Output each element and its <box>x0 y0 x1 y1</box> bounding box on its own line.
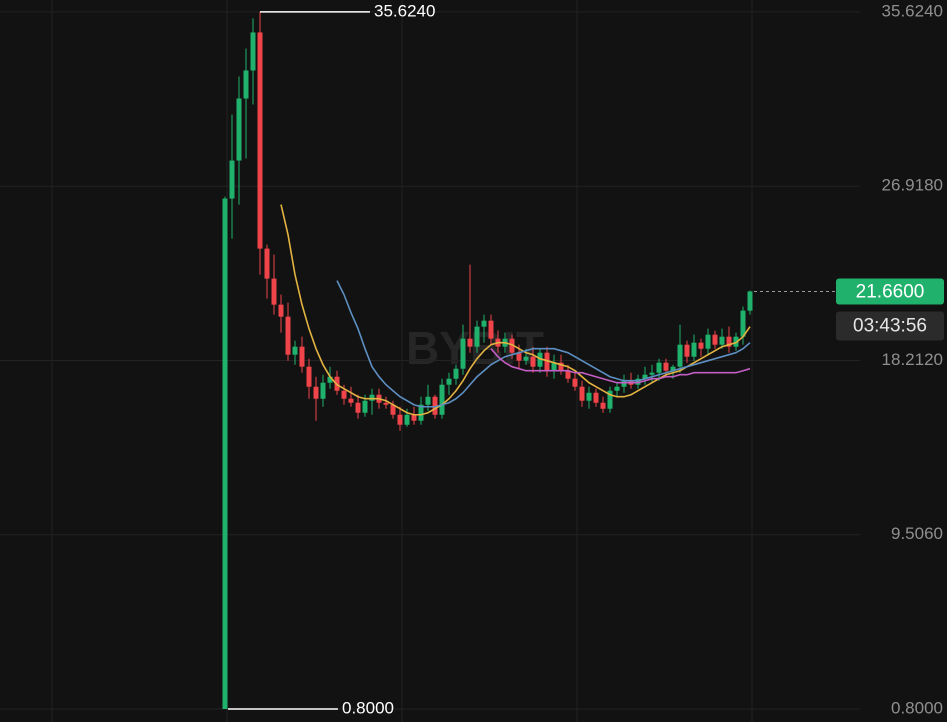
candle-body <box>348 398 354 403</box>
candle-body <box>684 344 690 357</box>
candle-body <box>425 396 431 405</box>
candle-body <box>243 70 249 99</box>
candle-body <box>607 390 613 409</box>
candles <box>222 11 753 709</box>
y-tick-label: 26.9180 <box>882 176 943 195</box>
candle-body <box>383 402 389 405</box>
min-marker-label: 0.8000 <box>342 698 394 717</box>
candle-body <box>537 352 543 367</box>
candle-body <box>663 362 669 371</box>
candle-body <box>313 386 319 399</box>
candle-body <box>355 402 361 413</box>
candle-body <box>726 336 732 347</box>
candle-body <box>250 32 256 71</box>
candle-body <box>474 326 480 347</box>
candle-body <box>530 356 536 367</box>
candle-body <box>488 320 494 339</box>
candle-body <box>649 372 655 375</box>
candle-body <box>327 376 333 383</box>
candle-body <box>404 414 410 425</box>
y-tick-label: 0.8000 <box>891 698 943 717</box>
candle-body <box>257 32 263 249</box>
candle-body <box>418 404 424 421</box>
candle-body <box>509 338 515 353</box>
candle-body <box>222 198 228 709</box>
candle-body <box>467 338 473 347</box>
candle-body <box>446 378 452 385</box>
y-tick-label: 35.6240 <box>882 1 943 20</box>
candle-body <box>621 380 627 387</box>
candle-body <box>691 342 697 357</box>
candle-body <box>481 320 487 327</box>
candle-body <box>439 384 445 415</box>
candle-body <box>299 346 305 367</box>
countdown-label: 03:43:56 <box>853 315 927 336</box>
candle-body <box>586 392 592 401</box>
candle-body <box>264 248 270 279</box>
candle-body <box>278 304 284 317</box>
countdown-box <box>836 311 944 341</box>
candle-body <box>523 356 529 361</box>
candle-body <box>229 160 235 199</box>
max-marker-label: 35.6240 <box>374 1 435 20</box>
candle-body <box>236 98 242 161</box>
candle-body <box>656 362 662 373</box>
y-tick-label: 18.2120 <box>882 350 943 369</box>
candle-body <box>551 362 557 371</box>
candle-body <box>306 366 312 387</box>
candle-body <box>635 378 641 385</box>
candle-body <box>390 404 396 415</box>
candle-body <box>740 310 746 337</box>
candle-body <box>614 386 620 391</box>
candle-body <box>719 336 725 345</box>
candle-body <box>558 362 564 371</box>
candle-body <box>677 344 683 367</box>
candle-body <box>747 291 753 311</box>
moving-average-line <box>490 348 751 384</box>
candle-body <box>572 378 578 387</box>
candle-body <box>642 374 648 379</box>
candle-body <box>453 368 459 379</box>
moving-average-line <box>336 280 751 408</box>
candle-body <box>271 278 277 305</box>
candle-body <box>285 316 291 355</box>
candle-body <box>712 334 718 345</box>
candle-body <box>670 366 676 371</box>
candle-body <box>362 400 368 413</box>
candle-body <box>579 386 585 401</box>
last-price-box <box>836 278 944 305</box>
candle-body <box>397 414 403 425</box>
candle-body <box>516 352 522 361</box>
candle-body <box>600 402 606 409</box>
candle-body <box>320 382 326 399</box>
candle-body <box>593 392 599 403</box>
last-price-label: 21.6600 <box>856 281 925 302</box>
candle-body <box>369 394 375 401</box>
candle-body <box>698 342 704 349</box>
candle-body <box>341 390 347 399</box>
candle-body <box>432 396 438 415</box>
candle-body <box>460 338 466 369</box>
candle-body <box>565 370 571 379</box>
moving-average-line <box>280 204 751 416</box>
candle-body <box>411 414 417 421</box>
candle-body <box>544 352 550 371</box>
candle-body <box>292 346 298 355</box>
y-tick-label: 9.5060 <box>891 524 943 543</box>
candle-body <box>705 334 711 349</box>
